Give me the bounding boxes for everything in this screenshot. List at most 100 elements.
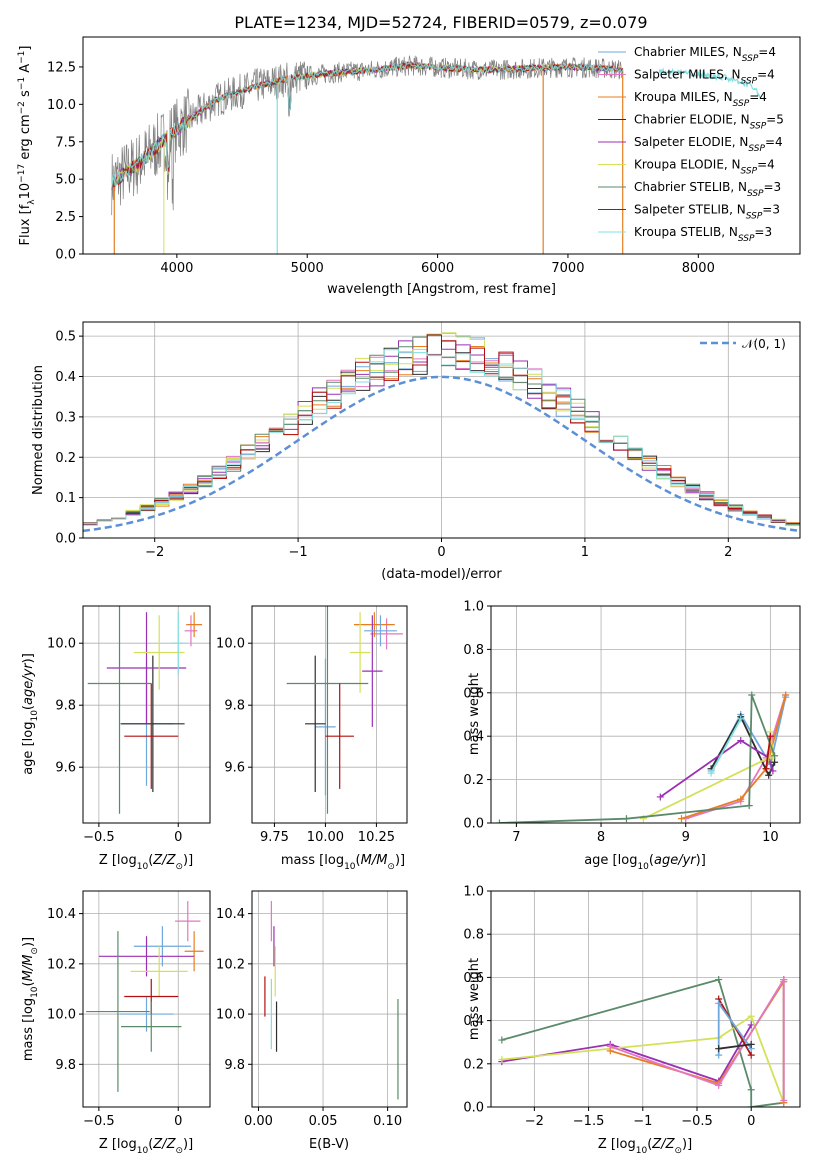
mass-weight-marker <box>748 691 756 699</box>
weight_vs_z-ytick-label: 0.0 <box>463 1101 484 1116</box>
mass-weight-marker <box>745 802 753 810</box>
mass_vs_z-frame <box>82 890 211 1108</box>
mass_vs_z-ytick-label: 10.0 <box>47 1008 76 1023</box>
spectrum-frame <box>82 36 801 255</box>
mass-weight-marker <box>782 691 790 699</box>
mass-weight-marker <box>715 1051 723 1059</box>
spectrum-ytick-label: 12.5 <box>47 60 76 75</box>
mass_vs_ebv-axes: 0.00 0.05 0.10 9.8 10.0 10.2 10.4 <box>216 891 407 1129</box>
legend-entry: Chabrier ELODIE, NSSP=5 <box>634 113 784 132</box>
age_vs_mass-xtick-label: 9.75 <box>260 830 289 845</box>
mass-weight-marker <box>498 1036 506 1044</box>
weight_vs_age-xtick-label: 10 <box>762 830 779 845</box>
residuals-xlabel: (data-model)/error <box>381 567 502 582</box>
mass-weight-line <box>501 1024 752 1083</box>
mass-weight-marker <box>707 769 715 777</box>
spectrum-xtick-label: 8000 <box>682 261 715 276</box>
spectrum-ytick-label: 10.0 <box>47 98 76 113</box>
mass_vs_ebv-ytick-label: 10.4 <box>216 907 245 922</box>
spectrum-xtick-label: 6000 <box>421 261 454 276</box>
age_vs_mass-points <box>286 606 403 814</box>
mass_vs_ebv-xtick-label: 0.05 <box>309 1114 338 1129</box>
mass-weight-marker <box>656 793 664 801</box>
residuals-ytick-label: 0.5 <box>55 330 76 345</box>
spectrum-axes: 4000 5000 6000 7000 8000 0.0 2.5 5.0 7.5 10.0 12.5 <box>47 60 715 276</box>
histogram-lines <box>83 332 800 533</box>
mass-weight-marker <box>747 1040 755 1048</box>
legend-entry: Kroupa ELODIE, NSSP=4 <box>634 158 775 177</box>
weight_vs_age-ytick-label: 0.4 <box>463 730 484 745</box>
age-vs-z-xlabel: Z [log10(Z/Z⊙)] <box>99 853 193 872</box>
mass-weight-marker <box>769 767 777 775</box>
mass-weight-marker <box>762 765 770 773</box>
model-spectrum-line <box>111 62 624 190</box>
residuals-xtick-label: 1 <box>581 545 589 560</box>
mass-weight-marker <box>606 1043 614 1051</box>
mass-weight-marker <box>498 1055 506 1063</box>
mass-weight-line <box>718 1043 752 1050</box>
mass-weight-marker <box>747 1012 755 1020</box>
residuals-xtick-label: −2 <box>145 545 164 560</box>
mass_vs_ebv-xtick-label: 0.10 <box>373 1114 402 1129</box>
weight_vs_z-xtick-label: −1 <box>633 1114 652 1129</box>
weight_vs_age-xtick-label: 8 <box>597 830 605 845</box>
age_vs_mass-xtick-label: 10.00 <box>307 830 344 845</box>
weight-vs-z-xlabel: Z [log10(Z/Z⊙)] <box>598 1137 692 1156</box>
histogram-step-line <box>83 349 800 529</box>
mass-weight-marker <box>747 1103 755 1107</box>
model-spectrum-line <box>111 60 624 190</box>
legend-entry: Chabrier STELIB, NSSP=3 <box>634 180 781 199</box>
age_vs_z-points <box>87 606 203 814</box>
mass-weight-marker <box>715 999 723 1007</box>
mass_vs_z-ytick-label: 9.8 <box>55 1058 76 1073</box>
residuals-xtick-label: 0 <box>437 545 445 560</box>
mass-weight-marker <box>715 1081 723 1089</box>
age_vs_mass-ytick-label: 10.0 <box>216 637 245 652</box>
mass_vs_z-xtick-label: −0.5 <box>83 1114 115 1129</box>
weight_vs_age-ytick-label: 0.6 <box>463 686 484 701</box>
age_vs_z-frame <box>82 605 211 824</box>
weight_vs_age-ytick-label: 1.0 <box>463 600 484 615</box>
age_vs_mass-axes: 9.75 10.00 10.25 9.6 9.8 10.0 <box>216 606 407 845</box>
spectrum-lines <box>111 55 761 254</box>
mass-weight-line <box>765 736 772 769</box>
mass_vs_ebv-points <box>264 901 399 1100</box>
mass_vs_z-ytick-label: 10.2 <box>47 957 76 972</box>
mass_vs_ebv-ytick-label: 10.2 <box>216 957 245 972</box>
weight_vs_z-ytick-label: 1.0 <box>463 885 484 900</box>
mass-vs-ebv-xlabel: E(B-V) <box>309 1137 349 1152</box>
weight-vs-age-ylabel: mass weight <box>467 673 482 755</box>
weight-vs-z-ylabel: mass weight <box>467 958 482 1040</box>
mass-weight-marker <box>495 819 503 823</box>
spectrum-xtick-label: 7000 <box>551 261 584 276</box>
weight_vs_z-frame <box>490 890 801 1108</box>
age_vs_mass-xtick-label: 10.25 <box>358 830 395 845</box>
mass-weight-marker <box>780 976 788 984</box>
weight_vs_age-xtick-label: 7 <box>512 830 520 845</box>
mass_vs_z-xtick-label: 0 <box>174 1114 182 1129</box>
residuals-ytick-label: 0.3 <box>55 410 76 425</box>
weight_vs_z-ytick-label: 0.4 <box>463 1014 484 1029</box>
spectrum-xtick-label: 4000 <box>160 261 193 276</box>
mass-weight-line <box>659 739 774 798</box>
weight_vs_z-xtick-label: 0 <box>747 1114 755 1129</box>
spectrum-xtick-label: 5000 <box>291 261 324 276</box>
mass-weight-marker <box>747 1051 755 1059</box>
mass-weight-marker <box>771 758 779 766</box>
residuals-xtick-label: −1 <box>289 545 308 560</box>
age_vs_mass-ytick-label: 9.8 <box>224 699 245 714</box>
mass_vs_ebv-frame <box>251 890 408 1108</box>
observed-spectrum-line <box>111 55 624 216</box>
weight_vs_age-xtick-label: 9 <box>682 830 690 845</box>
mass-weight-marker <box>766 732 774 740</box>
spectrum-ylabel: Flux [fλ10−17 erg cm−2 s−1 A−1] <box>17 46 37 246</box>
residuals-ylabel: Normed distribution <box>31 365 46 495</box>
spectrum-ytick-label: 0.0 <box>55 248 76 263</box>
legend-entry: Kroupa MILES, NSSP=4 <box>634 90 767 109</box>
mass-weight-marker <box>677 815 685 823</box>
residuals-ytick-label: 0.4 <box>55 370 76 385</box>
normal-legend-label: 𝒩(0, 1) <box>742 337 786 351</box>
weight_vs_z-ytick-label: 0.6 <box>463 971 484 986</box>
mass-weight-line <box>710 714 776 778</box>
